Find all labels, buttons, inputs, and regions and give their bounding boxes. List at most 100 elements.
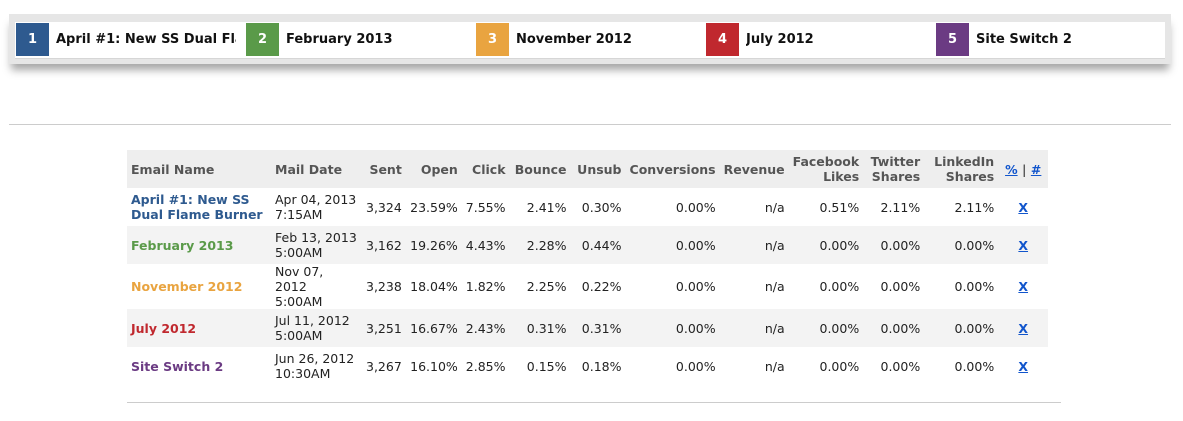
- facebook-likes-cell: 0.00%: [819, 358, 860, 374]
- remove-email-link[interactable]: X: [1018, 237, 1029, 253]
- count-view-link[interactable]: #: [1030, 161, 1042, 177]
- legend-label-2: February 2013: [286, 32, 393, 47]
- email-name-line1: February 2013: [131, 237, 234, 253]
- linkedin-shares-cell: 2.11%: [954, 199, 995, 215]
- email-stats-table: Email Name Mail Date Sent Open Click Bou…: [127, 150, 1049, 385]
- email-name-cell[interactable]: Site Switch 2: [127, 347, 271, 385]
- click-cell: 2.85%: [465, 358, 506, 374]
- legend-item-4[interactable]: 4 July 2012: [706, 23, 814, 56]
- col-conversions[interactable]: Conversions: [625, 150, 720, 188]
- legend-label-5: Site Switch 2: [976, 32, 1072, 47]
- facebook-likes-cell: 0.00%: [788, 226, 864, 264]
- email-name-line1: July 2012: [131, 320, 197, 336]
- legend-badge-4: 4: [706, 23, 739, 56]
- mail-date-line2: 5:00AM: [275, 328, 323, 343]
- sent-cell: 3,267: [366, 358, 402, 374]
- remove-cell: X: [998, 347, 1048, 385]
- col-facebook-likes[interactable]: Facebook Likes: [788, 150, 864, 188]
- remove-cell: X: [998, 264, 1048, 309]
- email-name-line1: April #1: New SS: [131, 192, 250, 207]
- legend-badge-2: 2: [246, 23, 279, 56]
- sent-cell: 3,162: [362, 226, 406, 264]
- revenue-cell: n/a: [764, 199, 785, 215]
- mail-date-cell: Jun 26, 2012 10:30AM: [271, 347, 362, 385]
- facebook-header-line2: Likes: [823, 169, 860, 184]
- col-revenue[interactable]: Revenue: [719, 150, 789, 188]
- twitter-header-line2: Shares: [871, 169, 921, 184]
- col-open[interactable]: Open: [405, 150, 462, 188]
- bounce-cell: 2.41%: [526, 199, 567, 215]
- revenue-cell: n/a: [719, 226, 789, 264]
- legend-label-3: November 2012: [516, 32, 632, 47]
- linkedin-header-line2: Shares: [945, 169, 995, 184]
- email-name-line1: November 2012: [131, 279, 243, 294]
- email-name-line1: Site Switch 2: [131, 358, 224, 374]
- revenue-cell: n/a: [764, 279, 785, 294]
- linkedin-shares-cell: 0.00%: [954, 358, 995, 374]
- email-name-line2: Dual Flame Burner: [131, 207, 263, 222]
- mail-date-line1: Apr 04, 2013: [275, 192, 357, 207]
- table-row: April #1: New SS Dual Flame Burner Apr 04…: [127, 188, 1048, 226]
- facebook-header-line1: Facebook: [792, 154, 860, 169]
- conversions-cell: 0.00%: [675, 358, 716, 374]
- bounce-cell: 0.31%: [509, 309, 571, 347]
- table-header-row: Email Name Mail Date Sent Open Click Bou…: [127, 150, 1049, 188]
- col-unsub[interactable]: Unsub: [570, 150, 626, 188]
- table-row: July 2012 Jul 11, 2012 5:00AM 3,251 16.67…: [127, 309, 1049, 347]
- twitter-shares-cell: 0.00%: [880, 358, 921, 374]
- table-row: February 2013 Feb 13, 2013 5:00AM 3,162 1…: [127, 226, 1049, 264]
- mail-date-line1: Feb 13, 2013: [275, 230, 357, 245]
- conversions-cell: 0.00%: [625, 226, 720, 264]
- click-cell: 1.82%: [465, 279, 506, 294]
- legend-item-2[interactable]: 2 February 2013: [246, 23, 393, 56]
- mail-date-line2: 5:00AM: [275, 294, 323, 309]
- col-click[interactable]: Click: [461, 150, 510, 188]
- email-name-cell[interactable]: April #1: New SS Dual Flame Burner: [127, 188, 271, 226]
- open-cell: 23.59%: [410, 199, 458, 215]
- twitter-shares-cell: 2.11%: [880, 199, 921, 215]
- remove-cell: X: [998, 226, 1049, 264]
- legend-item-3[interactable]: 3 November 2012: [476, 23, 632, 56]
- col-sent[interactable]: Sent: [362, 150, 406, 188]
- mail-date-line2: 7:15AM: [275, 207, 323, 222]
- mail-date-line2: 5:00AM: [275, 245, 323, 260]
- click-cell: 2.43%: [461, 309, 510, 347]
- click-cell: 4.43%: [461, 226, 510, 264]
- remove-email-link[interactable]: X: [1018, 358, 1029, 374]
- col-bounce[interactable]: Bounce: [509, 150, 571, 188]
- remove-email-link[interactable]: X: [1018, 320, 1029, 336]
- mail-date-line1: Nov 07, 2012: [275, 264, 324, 294]
- email-name-cell[interactable]: November 2012: [127, 264, 271, 309]
- bounce-cell: 2.25%: [526, 279, 567, 294]
- unsub-cell: 0.31%: [570, 309, 626, 347]
- view-toggle-separator: |: [1021, 161, 1027, 177]
- remove-cell: X: [998, 188, 1048, 226]
- conversions-cell: 0.00%: [675, 199, 716, 215]
- percent-view-link[interactable]: %: [1005, 161, 1018, 177]
- mail-date-cell: Nov 07, 2012 5:00AM: [271, 264, 362, 309]
- open-cell: 16.67%: [405, 309, 462, 347]
- legend-badge-3: 3: [476, 23, 509, 56]
- unsub-cell: 0.18%: [581, 358, 622, 374]
- mail-date-line2: 10:30AM: [275, 366, 331, 381]
- email-name-cell[interactable]: February 2013: [127, 226, 271, 264]
- open-cell: 19.26%: [405, 226, 462, 264]
- col-view-toggle: % | #: [998, 150, 1049, 188]
- email-name-cell[interactable]: July 2012: [127, 309, 271, 347]
- legend-item-5[interactable]: 5 Site Switch 2: [936, 23, 1072, 56]
- twitter-shares-cell: 0.00%: [863, 226, 925, 264]
- remove-cell: X: [998, 309, 1049, 347]
- open-cell: 16.10%: [410, 358, 458, 374]
- facebook-likes-cell: 0.00%: [819, 279, 860, 294]
- col-mail-date[interactable]: Mail Date: [271, 150, 362, 188]
- bounce-cell: 2.28%: [509, 226, 571, 264]
- legend-badge-5: 5: [936, 23, 969, 56]
- mail-date-cell: Feb 13, 2013 5:00AM: [271, 226, 362, 264]
- col-email-name[interactable]: Email Name: [127, 150, 271, 188]
- remove-email-link[interactable]: X: [1018, 199, 1029, 215]
- legend-item-1[interactable]: 1 April #1: New SS Dual Flan: [16, 23, 236, 56]
- remove-email-link[interactable]: X: [1018, 279, 1029, 294]
- col-twitter-shares[interactable]: Twitter Shares: [863, 150, 925, 188]
- email-legend: 1 April #1: New SS Dual Flan 2 February …: [15, 22, 1165, 59]
- col-linkedin-shares[interactable]: LinkedIn Shares: [924, 150, 999, 188]
